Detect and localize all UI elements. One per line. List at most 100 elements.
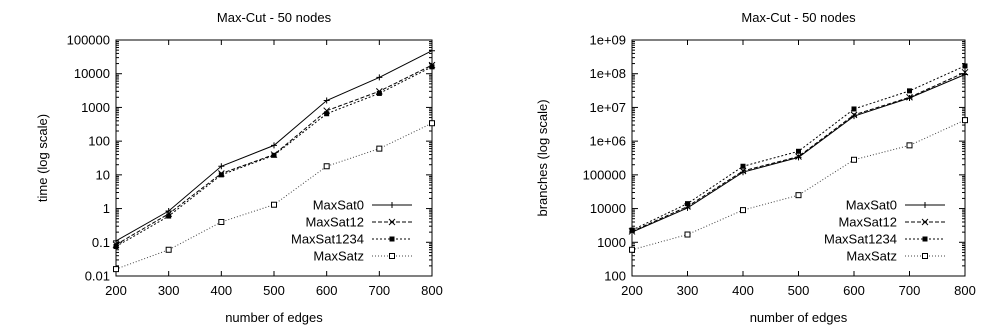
x-tick-label: 300 <box>158 283 180 298</box>
y-tick-label: 1e+08 <box>589 66 626 81</box>
legend-label: MaxSat1234 <box>291 232 364 247</box>
x-tick-label: 500 <box>263 283 285 298</box>
data-point <box>218 163 225 170</box>
x-tick-label: 700 <box>899 283 921 298</box>
x-axis-label: number of edges <box>750 310 848 325</box>
series-line <box>631 119 966 251</box>
legend-label: MaxSat0 <box>846 198 897 213</box>
data-point <box>376 74 383 81</box>
data-point <box>324 111 330 117</box>
y-tick-label: 1000 <box>597 235 626 250</box>
data-point <box>907 88 912 94</box>
y-tick-label: 0.1 <box>92 235 110 250</box>
y-tick-label: 1e+07 <box>589 100 626 115</box>
series-MaxSat0 <box>113 47 435 244</box>
legend-label: MaxSatz <box>313 249 364 264</box>
plot-frame <box>115 39 433 277</box>
chart-title: Max-Cut - 50 nodes <box>741 10 856 25</box>
y-tick-label: 1e+09 <box>589 33 626 48</box>
data-point <box>740 207 746 214</box>
data-point <box>271 201 277 208</box>
data-point <box>271 152 277 158</box>
x-tick-label: 400 <box>210 283 232 298</box>
y-tick-label: 10000 <box>74 66 110 81</box>
legend-label: MaxSatz <box>846 249 897 264</box>
data-point <box>629 246 635 253</box>
legend-marker <box>922 236 928 242</box>
legend-label: MaxSat0 <box>313 198 364 213</box>
y-tick-label: 10000 <box>590 201 626 216</box>
y-tick-label: 10 <box>96 167 110 182</box>
legend-label: MaxSat12 <box>838 215 897 230</box>
data-point <box>218 172 224 178</box>
data-point <box>962 63 968 69</box>
data-point <box>113 237 119 244</box>
x-tick-label: 500 <box>788 283 810 298</box>
legend-marker <box>922 202 928 208</box>
data-point <box>323 163 330 170</box>
legend-marker <box>921 218 929 226</box>
data-point <box>740 163 746 169</box>
legend-marker <box>388 218 396 226</box>
data-point <box>961 68 969 76</box>
y-tick-label: 100 <box>88 134 110 149</box>
data-point <box>851 106 857 112</box>
data-point <box>165 246 172 253</box>
data-point <box>323 97 330 104</box>
series-MaxSatz <box>113 120 435 273</box>
y-tick-label: 1 <box>103 201 110 216</box>
series-MaxSatz <box>629 117 968 253</box>
x-tick-label: 300 <box>677 283 699 298</box>
chart-2: Max-Cut - 50 nodes 200 300 400 500 600 700 800 1… <box>535 10 976 325</box>
x-tick-label: 600 <box>316 283 338 298</box>
series-MaxSat1234 <box>629 63 968 233</box>
chart-title: Max-Cut - 50 nodes <box>217 10 332 25</box>
y-tick-label: 1000 <box>81 100 110 115</box>
data-point <box>429 120 435 127</box>
data-point <box>850 111 858 119</box>
x-tick-label: 800 <box>954 283 976 298</box>
y-axis-label: time (log scale) <box>35 114 50 202</box>
data-point <box>684 231 691 238</box>
data-point <box>906 93 913 101</box>
data-point <box>218 218 225 225</box>
y-tick-label: 100 <box>604 269 626 284</box>
data-point <box>962 117 968 124</box>
legend-marker <box>389 253 395 259</box>
data-point <box>429 47 435 54</box>
data-point <box>166 213 172 219</box>
data-point <box>685 201 690 207</box>
series-MaxSat1234 <box>113 64 435 249</box>
legend-marker <box>922 253 928 259</box>
data-point <box>629 227 635 233</box>
legend-label: MaxSat12 <box>305 215 364 230</box>
y-tick-label: 0.01 <box>85 269 110 284</box>
y-tick-label: 1e+06 <box>589 134 626 149</box>
data-point <box>113 266 119 273</box>
y-tick-label: 100000 <box>67 33 110 48</box>
data-point <box>113 243 119 249</box>
x-tick-label: 600 <box>843 283 865 298</box>
data-point <box>851 156 857 163</box>
data-point <box>740 169 746 176</box>
data-point <box>271 142 277 149</box>
legend-marker <box>389 236 395 242</box>
chart-1: Max-Cut - 50 nodes 200 300 400 500 600 700 800 0… <box>35 10 443 325</box>
data-point <box>165 207 172 214</box>
x-tick-label: 400 <box>732 283 754 298</box>
x-tick-label: 200 <box>105 283 127 298</box>
x-tick-label: 700 <box>368 283 390 298</box>
x-tick-label: 200 <box>621 283 643 298</box>
data-point <box>851 113 857 120</box>
data-point <box>376 90 382 96</box>
data-point <box>429 64 435 70</box>
data-point <box>795 192 802 199</box>
data-point <box>795 153 802 160</box>
data-point <box>906 142 913 149</box>
y-axis-label: branches (log scale) <box>535 99 550 216</box>
x-tick-label: 800 <box>421 283 443 298</box>
data-point <box>376 145 383 152</box>
y-tick-label: 100000 <box>583 167 626 182</box>
x-axis-label: number of edges <box>225 310 323 325</box>
